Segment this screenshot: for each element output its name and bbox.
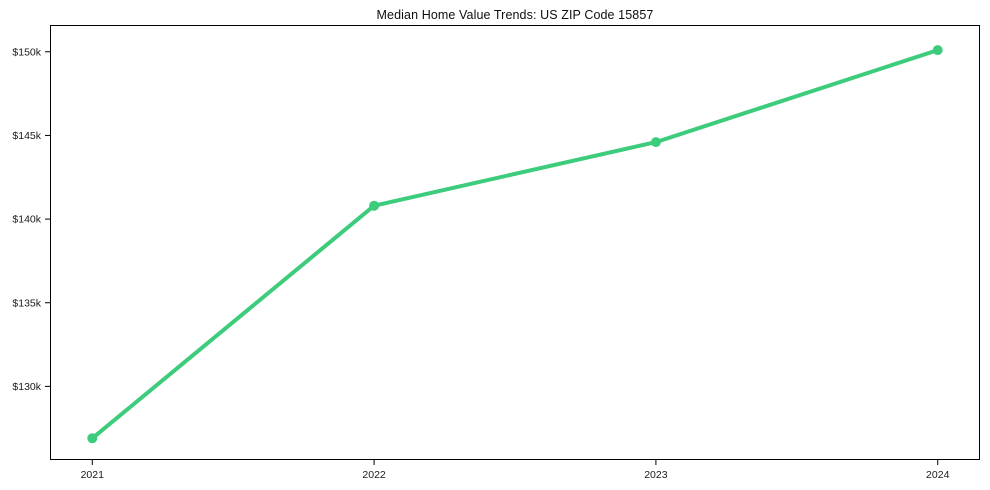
data-point-marker xyxy=(87,433,98,444)
y-tick-label: $135k xyxy=(12,297,41,309)
data-point-marker xyxy=(650,137,661,148)
x-tick-label: 2023 xyxy=(644,469,668,481)
x-tick-label: 2021 xyxy=(81,469,105,481)
y-tick-label: $130k xyxy=(12,381,41,393)
chart-title: Median Home Value Trends: US ZIP Code 15… xyxy=(376,8,654,22)
data-point-marker xyxy=(932,45,943,56)
y-tick-label: $145k xyxy=(12,130,41,142)
data-point-marker xyxy=(369,200,380,211)
y-tick-label: $150k xyxy=(12,46,41,58)
plot-border xyxy=(50,25,980,460)
x-tick-label: 2022 xyxy=(362,469,386,481)
x-tick-label: 2024 xyxy=(926,469,950,481)
trend-line xyxy=(90,48,940,441)
y-tick-label: $140k xyxy=(12,214,41,226)
